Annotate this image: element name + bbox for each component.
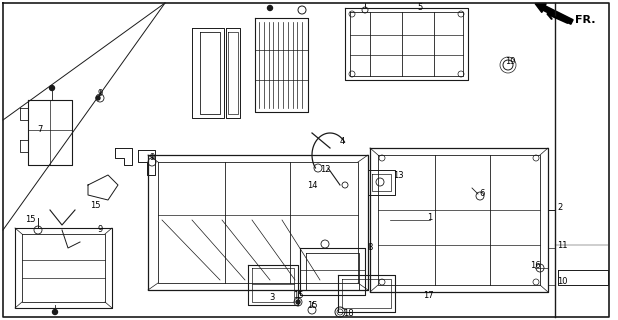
Text: FR.: FR. bbox=[575, 15, 596, 25]
Text: 3: 3 bbox=[269, 293, 274, 302]
Text: 2: 2 bbox=[557, 204, 562, 212]
Text: 13: 13 bbox=[392, 171, 404, 180]
Text: 4: 4 bbox=[339, 138, 345, 147]
Text: 11: 11 bbox=[557, 241, 567, 250]
Text: 10: 10 bbox=[557, 277, 567, 286]
Text: 1: 1 bbox=[428, 212, 433, 221]
Text: 15: 15 bbox=[90, 201, 100, 210]
Text: 7: 7 bbox=[37, 125, 43, 134]
Circle shape bbox=[268, 5, 273, 11]
Text: 18: 18 bbox=[343, 308, 353, 317]
Text: 17: 17 bbox=[423, 291, 433, 300]
Text: 16: 16 bbox=[530, 260, 540, 269]
Circle shape bbox=[96, 96, 100, 100]
Text: 9: 9 bbox=[98, 89, 103, 98]
Circle shape bbox=[296, 300, 300, 304]
Text: 14: 14 bbox=[307, 180, 317, 189]
Circle shape bbox=[49, 85, 54, 91]
Text: 15: 15 bbox=[25, 215, 35, 225]
Text: 5: 5 bbox=[417, 4, 423, 12]
Text: 8: 8 bbox=[367, 244, 373, 252]
Text: 15: 15 bbox=[293, 292, 303, 300]
Text: 12: 12 bbox=[320, 165, 330, 174]
FancyArrow shape bbox=[535, 4, 573, 24]
Text: 6: 6 bbox=[480, 188, 485, 197]
Text: 15: 15 bbox=[307, 301, 317, 310]
Text: 9: 9 bbox=[98, 226, 103, 235]
Circle shape bbox=[53, 309, 57, 315]
Text: 9: 9 bbox=[150, 153, 154, 162]
Text: 19: 19 bbox=[505, 58, 515, 67]
